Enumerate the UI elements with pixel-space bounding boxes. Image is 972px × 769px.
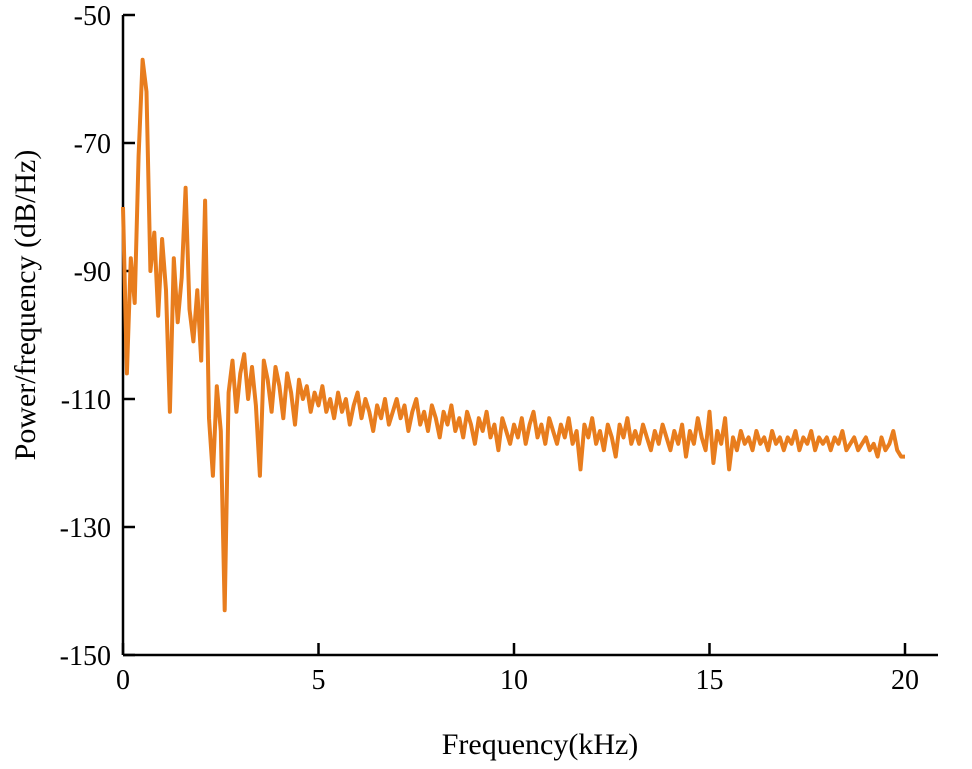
- x-axis-title: Frequency(kHz): [441, 728, 639, 761]
- x-tick-label: 10: [500, 665, 528, 696]
- y-tick-label: -150: [60, 641, 111, 672]
- y-tick-label: -70: [74, 129, 111, 160]
- x-tick-label: 5: [312, 665, 326, 696]
- x-tick-label: 15: [696, 665, 724, 696]
- x-tick-label: 20: [891, 665, 919, 696]
- y-tick-label: -90: [74, 257, 111, 288]
- y-axis-title: Power/frequency (dB/Hz): [9, 149, 42, 461]
- y-tick-label: -50: [74, 1, 111, 32]
- y-tick-label: -130: [60, 513, 111, 544]
- psd-line: [121, 57, 905, 613]
- y-tick-label: -110: [61, 385, 111, 416]
- x-tick-label: 0: [116, 665, 130, 696]
